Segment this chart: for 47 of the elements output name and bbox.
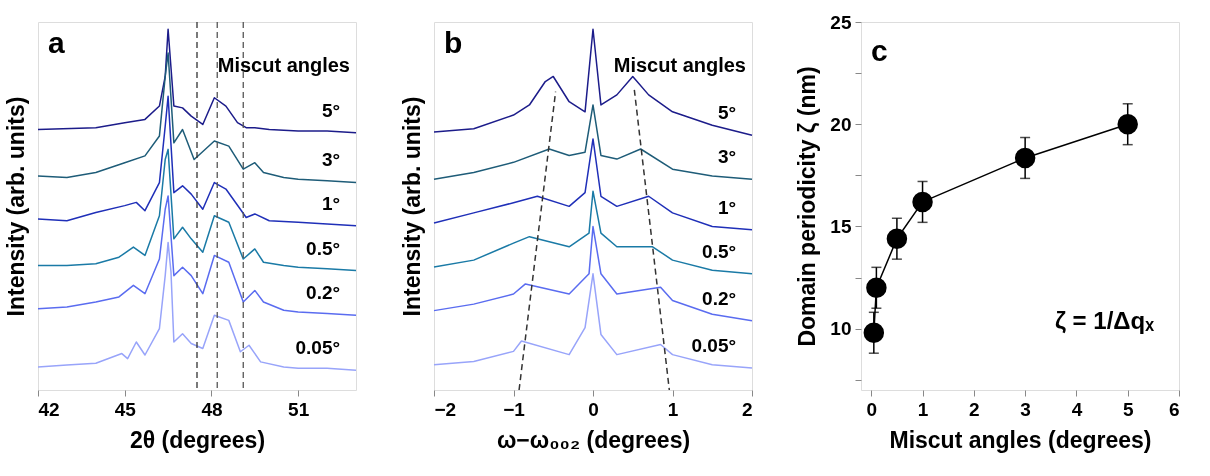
series-label: 3° (717, 146, 737, 168)
series-label: 3° (321, 149, 341, 171)
y-axis-title: Intensity (arb. units) (2, 96, 29, 317)
x-tick-label: 42 (38, 398, 60, 420)
y-tick-label: 20 (830, 113, 852, 135)
series-label: 1° (717, 196, 737, 218)
point (912, 191, 933, 213)
x-tick-label: −2 (434, 398, 457, 420)
point (1117, 114, 1138, 135)
series-label: 0.05° (691, 334, 737, 356)
x-axis-title: ω−ω₀₀₂ (degrees) (496, 426, 691, 453)
y-axis-title: Domain periodicity ζ (nm) (794, 66, 821, 347)
x-tick-label: 3 (1020, 398, 1031, 420)
x-tick-label: 6 (1168, 398, 1180, 420)
x-tick-label: 51 (288, 398, 310, 420)
series-label: 0.5° (702, 240, 737, 262)
x-tick-label: 5 (1122, 398, 1134, 420)
point (866, 277, 887, 298)
series-label: 1° (321, 192, 341, 214)
series-label: 0.5° (306, 237, 341, 259)
x-tick-label: 45 (114, 398, 137, 420)
series-label: 5° (321, 99, 341, 121)
x-tick-label: 1 (667, 398, 679, 420)
series-label: 0.2° (702, 287, 737, 309)
x-tick-label: 2 (741, 398, 753, 420)
series-label: 0.05° (295, 337, 341, 359)
x-tick-label: 1 (917, 398, 929, 420)
x-tick-label: 4 (1071, 398, 1083, 420)
annotation: a (48, 26, 65, 59)
y-tick-label: 15 (830, 215, 852, 237)
x-axis-title: Miscut angles (degrees) (889, 426, 1152, 453)
series-label: 0.2° (306, 282, 341, 304)
y-tick-label: 25 (830, 11, 852, 33)
annotation: Miscut angles (613, 54, 746, 76)
x-axis-title: 2θ (degrees) (129, 426, 266, 453)
series-label: 5° (717, 102, 737, 124)
x-tick-label: −1 (503, 398, 526, 420)
x-tick-label: 2 (969, 398, 980, 420)
x-tick-label: 0 (588, 398, 599, 420)
annotation: Miscut angles (217, 54, 350, 76)
annotation: c (871, 34, 888, 67)
y-tick-label: 10 (830, 318, 852, 340)
y-axis-title: Intensity (arb. units) (398, 96, 425, 317)
annotation: b (444, 26, 463, 59)
x-tick-label: 0 (866, 398, 878, 420)
annotation: ζ = 1/Δqₓ (1054, 307, 1155, 334)
x-tick-label: 48 (201, 398, 223, 420)
